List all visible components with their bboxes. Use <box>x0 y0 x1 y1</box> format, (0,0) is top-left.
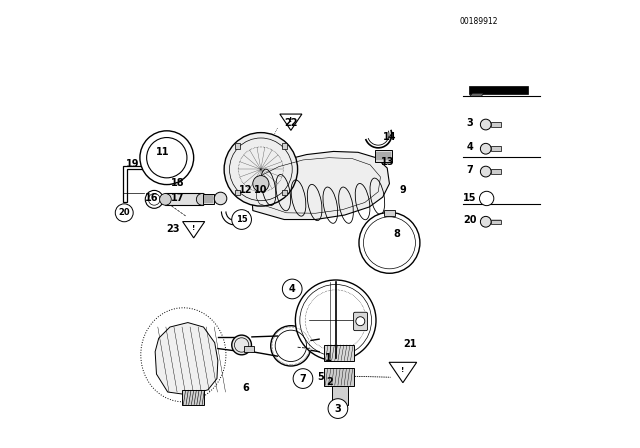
Circle shape <box>293 369 313 388</box>
Bar <box>282 143 287 149</box>
Polygon shape <box>123 166 145 202</box>
Bar <box>235 190 240 195</box>
Text: 7: 7 <box>300 374 307 383</box>
Circle shape <box>356 317 365 326</box>
FancyBboxPatch shape <box>353 312 367 331</box>
Circle shape <box>271 326 311 366</box>
Text: 00189912: 00189912 <box>460 17 499 26</box>
Circle shape <box>115 204 133 222</box>
Text: 5: 5 <box>317 372 324 382</box>
FancyBboxPatch shape <box>375 150 392 162</box>
Circle shape <box>481 119 491 130</box>
Circle shape <box>296 280 376 361</box>
Text: 18: 18 <box>171 178 184 188</box>
Text: 19: 19 <box>127 159 140 168</box>
Text: 22: 22 <box>284 118 298 128</box>
Text: 8: 8 <box>394 229 401 239</box>
Circle shape <box>359 212 420 273</box>
Polygon shape <box>182 222 205 238</box>
Text: 16: 16 <box>145 193 159 203</box>
FancyBboxPatch shape <box>324 345 354 361</box>
Text: 15: 15 <box>236 215 248 224</box>
Text: 1: 1 <box>324 353 332 362</box>
Text: 11: 11 <box>156 147 169 157</box>
Bar <box>468 86 528 94</box>
Text: 9: 9 <box>399 185 406 195</box>
Polygon shape <box>155 323 218 395</box>
Text: !: ! <box>401 367 404 373</box>
Bar <box>491 220 501 224</box>
Circle shape <box>224 133 298 206</box>
Polygon shape <box>280 114 302 130</box>
Circle shape <box>328 399 348 418</box>
Text: 7: 7 <box>467 165 474 175</box>
Bar <box>282 190 287 195</box>
Polygon shape <box>252 151 389 220</box>
Text: 14: 14 <box>383 132 396 142</box>
Circle shape <box>140 131 194 185</box>
Polygon shape <box>470 93 484 96</box>
Circle shape <box>145 190 163 208</box>
Text: 20: 20 <box>118 208 130 217</box>
Circle shape <box>479 191 494 206</box>
Text: 20: 20 <box>463 215 477 225</box>
Text: 4: 4 <box>289 284 296 294</box>
Circle shape <box>196 194 208 205</box>
Bar <box>235 143 240 149</box>
Text: 12: 12 <box>239 185 253 195</box>
Text: 17: 17 <box>171 193 184 203</box>
FancyBboxPatch shape <box>182 390 204 405</box>
Circle shape <box>232 335 252 355</box>
FancyBboxPatch shape <box>324 368 354 386</box>
Text: !: ! <box>192 225 195 231</box>
Text: 13: 13 <box>381 157 395 167</box>
Text: 4: 4 <box>467 142 474 152</box>
Bar <box>491 122 501 127</box>
Bar <box>491 146 501 151</box>
Text: 21: 21 <box>403 339 417 349</box>
FancyBboxPatch shape <box>203 194 214 204</box>
FancyBboxPatch shape <box>165 193 203 205</box>
Text: 6: 6 <box>243 383 250 392</box>
Circle shape <box>481 143 491 154</box>
Circle shape <box>253 176 269 192</box>
Circle shape <box>282 279 302 299</box>
Text: 3: 3 <box>335 404 341 414</box>
Circle shape <box>481 216 491 227</box>
Circle shape <box>214 192 227 205</box>
Text: 10: 10 <box>254 185 268 195</box>
FancyBboxPatch shape <box>384 210 395 216</box>
Polygon shape <box>389 362 417 383</box>
FancyBboxPatch shape <box>244 346 253 352</box>
FancyBboxPatch shape <box>332 386 348 405</box>
Text: 3: 3 <box>467 118 474 128</box>
Circle shape <box>232 210 252 229</box>
Text: 2: 2 <box>326 377 333 387</box>
Circle shape <box>481 166 491 177</box>
Text: 23: 23 <box>166 224 180 234</box>
Circle shape <box>159 194 172 205</box>
Bar <box>491 169 501 174</box>
Text: !: ! <box>289 117 292 123</box>
Text: 15: 15 <box>463 193 477 203</box>
